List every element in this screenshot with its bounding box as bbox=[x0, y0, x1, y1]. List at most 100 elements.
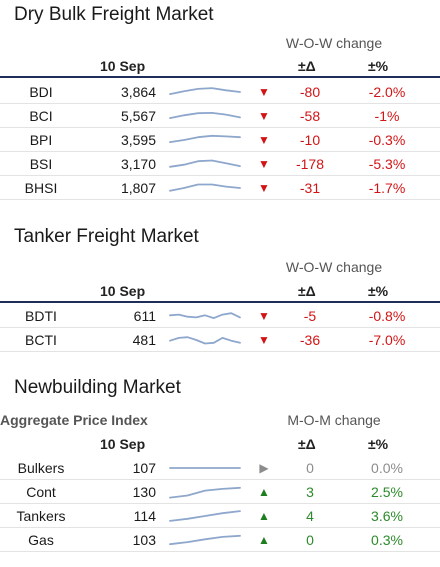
sparkline bbox=[168, 306, 242, 329]
triangle-down-icon: ▼ bbox=[258, 109, 270, 123]
pct-change: 0.3% bbox=[371, 532, 403, 548]
tanker-pct-label: ±% bbox=[368, 283, 389, 299]
sparkline bbox=[168, 458, 242, 481]
tanker-change-label: W-O-W change bbox=[285, 259, 383, 275]
sparkline-path bbox=[169, 183, 241, 192]
newbuilding-title: Newbuilding Market bbox=[14, 377, 181, 398]
sparkline-path bbox=[169, 336, 241, 345]
sparkline-path bbox=[169, 486, 241, 499]
abs-change: -80 bbox=[299, 84, 321, 100]
sparkline-path bbox=[169, 134, 241, 143]
table-row: Tankers 114 ▲ 4 3.6% bbox=[0, 504, 440, 528]
newbuilding-pct-label: ±% bbox=[368, 436, 389, 452]
table-row: BCI 5,567 ▼ -58 -1% bbox=[0, 104, 440, 128]
triangle-down-icon: ▼ bbox=[258, 157, 270, 171]
dry-bulk-date-label: 10 Sep bbox=[100, 58, 146, 74]
abs-change: -178 bbox=[295, 156, 325, 172]
table-row: BHSI 1,807 ▼ -31 -1.7% bbox=[0, 176, 440, 200]
pct-change: -0.8% bbox=[368, 308, 406, 324]
sparkline-path bbox=[169, 312, 241, 319]
index-name: BDTI bbox=[25, 308, 57, 324]
table-row: BCTI 481 ▼ -36 -7.0% bbox=[0, 328, 440, 352]
pct-change: -5.3% bbox=[368, 156, 406, 172]
index-value: 130 bbox=[132, 484, 156, 500]
index-name: BHSI bbox=[24, 180, 58, 196]
newbuilding-date-label: 10 Sep bbox=[100, 436, 146, 452]
index-name: Gas bbox=[28, 532, 54, 548]
table-row: BPI 3,595 ▼ -10 -0.3% bbox=[0, 128, 440, 152]
index-value: 103 bbox=[132, 532, 156, 548]
dry-bulk-abs-label: ±Δ bbox=[298, 58, 316, 74]
pct-change: -7.0% bbox=[368, 332, 406, 348]
triangle-down-icon: ▼ bbox=[258, 133, 270, 147]
table-row: Cont 130 ▲ 3 2.5% bbox=[0, 480, 440, 504]
triangle-down-icon: ▼ bbox=[258, 333, 270, 347]
pct-change: -0.3% bbox=[368, 132, 406, 148]
sparkline bbox=[168, 330, 242, 353]
table-row: BDI 3,864 ▼ -80 -2.0% bbox=[0, 80, 440, 104]
index-value: 114 bbox=[133, 508, 156, 524]
triangle-up-icon: ▲ bbox=[258, 533, 270, 547]
tanker-title: Tanker Freight Market bbox=[14, 226, 199, 247]
abs-change: 0 bbox=[306, 460, 314, 476]
newbuilding-table: Bulkers 107 ▶ 0 0.0% Cont 130 ▲ 3 2.5% Tankers 114 ▲… bbox=[0, 456, 440, 552]
pct-change: 0.0% bbox=[371, 460, 403, 476]
abs-change: -31 bbox=[299, 180, 321, 196]
sparkline bbox=[168, 82, 242, 105]
abs-change: -58 bbox=[299, 108, 321, 124]
index-name: Bulkers bbox=[17, 460, 65, 476]
newbuilding-change-label: M-O-M change bbox=[287, 412, 381, 428]
tanker-rule bbox=[0, 301, 440, 303]
index-name: BDI bbox=[29, 84, 53, 100]
index-value: 1,807 bbox=[120, 180, 156, 196]
sparkline bbox=[168, 506, 242, 529]
index-value: 3,170 bbox=[120, 156, 156, 172]
index-name: BPI bbox=[29, 132, 53, 148]
sparkline-path bbox=[169, 112, 241, 119]
newbuilding-index-title: Aggregate Price Index bbox=[0, 412, 148, 428]
abs-change: -36 bbox=[299, 332, 321, 348]
sparkline bbox=[168, 482, 242, 505]
triangle-down-icon: ▼ bbox=[258, 309, 270, 323]
index-value: 481 bbox=[132, 332, 156, 348]
sparkline-path bbox=[169, 87, 241, 95]
index-value: 3,864 bbox=[120, 84, 156, 100]
triangle-up-icon: ▲ bbox=[258, 509, 270, 523]
index-value: 611 bbox=[133, 308, 156, 324]
index-value: 107 bbox=[132, 460, 156, 476]
tanker-abs-label: ±Δ bbox=[298, 283, 316, 299]
sparkline-path bbox=[169, 534, 241, 546]
triangle-down-icon: ▼ bbox=[258, 181, 270, 195]
sparkline bbox=[168, 154, 242, 177]
pct-change: -1.7% bbox=[368, 180, 406, 196]
abs-change: 3 bbox=[306, 484, 314, 500]
abs-change: -5 bbox=[303, 308, 317, 324]
table-row: Gas 103 ▲ 0 0.3% bbox=[0, 528, 440, 552]
sparkline bbox=[168, 106, 242, 129]
index-name: Cont bbox=[26, 484, 56, 500]
sparkline-path bbox=[169, 510, 241, 522]
dry-bulk-change-label: W-O-W change bbox=[285, 35, 383, 51]
pct-change: 2.5% bbox=[371, 484, 403, 500]
pct-change: -1% bbox=[374, 108, 400, 124]
index-name: Tankers bbox=[16, 508, 66, 524]
abs-change: 4 bbox=[306, 508, 314, 524]
pct-change: -2.0% bbox=[368, 84, 406, 100]
tanker-table: BDTI 611 ▼ -5 -0.8% BCTI 481 ▼ -36 -7.0% bbox=[0, 304, 440, 352]
dry-bulk-title: Dry Bulk Freight Market bbox=[14, 4, 214, 25]
dry-bulk-pct-label: ±% bbox=[368, 58, 389, 74]
sparkline bbox=[168, 178, 242, 201]
sparkline-path bbox=[169, 159, 241, 168]
index-value: 3,595 bbox=[120, 132, 156, 148]
dry-bulk-table: BDI 3,864 ▼ -80 -2.0% BCI 5,567 ▼ -58 -1% BPI 3,595… bbox=[0, 80, 440, 200]
index-name: BCTI bbox=[25, 332, 57, 348]
table-row: BSI 3,170 ▼ -178 -5.3% bbox=[0, 152, 440, 176]
triangle-down-icon: ▼ bbox=[258, 85, 270, 99]
pct-change: 3.6% bbox=[371, 508, 403, 524]
abs-change: -10 bbox=[299, 132, 321, 148]
tanker-date-label: 10 Sep bbox=[100, 283, 146, 299]
newbuilding-abs-label: ±Δ bbox=[298, 436, 316, 452]
table-row: BDTI 611 ▼ -5 -0.8% bbox=[0, 304, 440, 328]
triangle-up-icon: ▲ bbox=[258, 485, 270, 499]
index-name: BSI bbox=[29, 156, 53, 172]
